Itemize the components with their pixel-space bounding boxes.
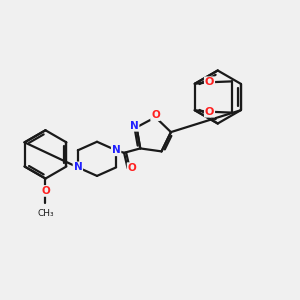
Text: N: N — [112, 145, 121, 155]
Text: O: O — [128, 163, 136, 173]
Text: O: O — [41, 186, 50, 196]
Text: N: N — [74, 162, 82, 172]
Text: O: O — [205, 107, 214, 117]
Text: N: N — [130, 121, 139, 131]
Text: O: O — [151, 110, 160, 120]
Text: CH₃: CH₃ — [37, 208, 54, 217]
Text: O: O — [205, 77, 214, 87]
